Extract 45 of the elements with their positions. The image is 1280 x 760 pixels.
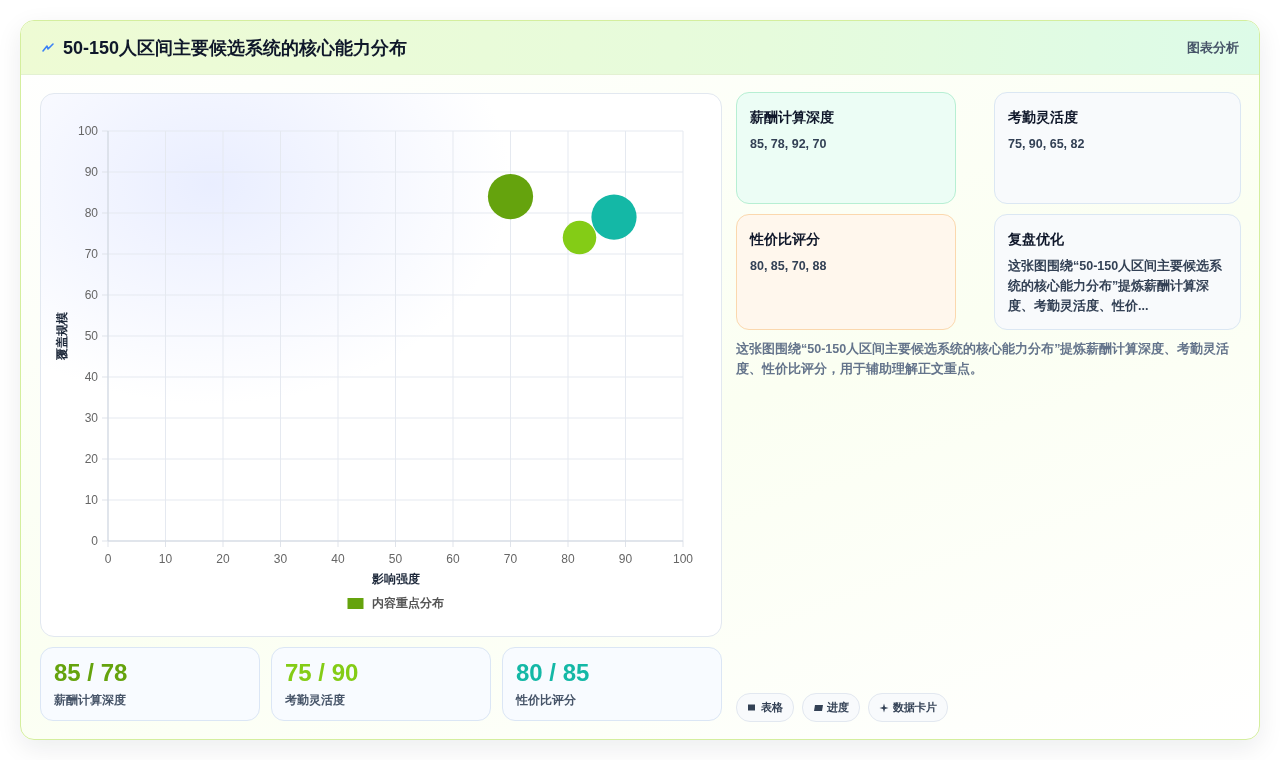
x-tick-label: 70 [503, 552, 518, 566]
text: 薪酬计算深度 [750, 108, 835, 127]
y-tick-label: 40 [84, 370, 99, 384]
y-tick-label: 70 [84, 247, 99, 261]
x-tick-label: 50 [388, 552, 403, 566]
x-tick-label: 80 [561, 552, 575, 566]
x-tick-label: 100 [672, 552, 694, 566]
text: 数据卡片 [893, 700, 937, 715]
x-tick-label: 0 [104, 552, 112, 566]
x-tick-label: 10 [158, 552, 173, 566]
text: 80, 85, 70, 88 [750, 258, 828, 275]
text: 性价比评分 [516, 692, 577, 709]
text: 复盘优化 [1008, 230, 1065, 249]
x-tick-label: 30 [273, 552, 288, 566]
y-tick-label: 60 [84, 288, 99, 302]
x-tick-label: 40 [331, 552, 345, 566]
x-axis-title: 影响强度 [370, 572, 420, 586]
text: 进度 [827, 700, 849, 715]
y-tick-label: 100 [77, 124, 99, 138]
x-tick-label: 90 [618, 552, 633, 566]
text: 表格 [761, 700, 783, 715]
text: 性价比评分 [750, 230, 821, 249]
y-tick-label: 10 [84, 493, 99, 507]
text: 这张图围绕“50-150人区间主要候选系统的核心能力分布”提炼薪酬计算深度、考勤灵活度、性价比评分，用于辅助理解正文重点。 [736, 340, 1231, 378]
text: 图表分析 [1187, 39, 1239, 57]
x-tick-label: 20 [216, 552, 230, 566]
text: 75, 90, 65, 82 [1008, 136, 1086, 153]
y-axis-title: 覆盖规模 [55, 312, 69, 361]
legend-label: 内容重点分布 [371, 596, 444, 610]
chart-title: 50-150人区间主要候选系统的核心能力分布 [63, 37, 408, 60]
y-tick-label: 30 [84, 411, 99, 425]
y-tick-label: 90 [84, 165, 99, 179]
text: 75 / 90 [285, 658, 360, 688]
text: 考勤灵活度 [285, 692, 346, 709]
text: 这张图围绕“50-150人区间主要候选系统的核心能力分布”提炼薪酬计算深度、考勤灵活度、性价... [1008, 257, 1224, 315]
text: 85, 78, 92, 70 [750, 136, 828, 153]
y-tick-label: 50 [84, 329, 99, 343]
y-tick-label: 0 [91, 534, 99, 548]
y-tick-label: 20 [84, 452, 99, 466]
x-tick-label: 60 [446, 552, 460, 566]
text: 考勤灵活度 [1008, 108, 1079, 127]
text: 薪酬计算深度 [54, 692, 127, 709]
y-tick-label: 80 [84, 206, 99, 220]
text: 80 / 85 [516, 658, 591, 688]
text: 85 / 78 [54, 658, 129, 688]
